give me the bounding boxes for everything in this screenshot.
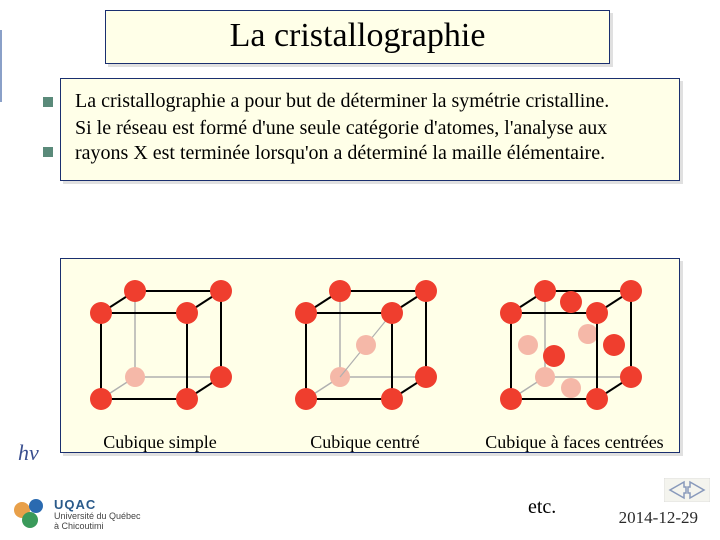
logo-icon (12, 496, 50, 534)
bullet-text: La cristallographie a pour but de déterm… (75, 89, 609, 114)
diagrams-panel (60, 258, 680, 453)
title-box: La cristallographie (105, 10, 610, 64)
bullet-marker-outer (43, 97, 53, 107)
cube-simple (81, 269, 251, 419)
slide-date: 2014-12-29 (619, 508, 698, 528)
logo-main: UQAC (54, 498, 141, 512)
uqac-logo: UQAC Université du Québec à Chicoutimi (12, 496, 141, 534)
bullet-text: Si le réseau est formé d'une seule catég… (75, 116, 665, 166)
caption-simple: Cubique simple (80, 432, 240, 453)
bullet-marker-outer (43, 147, 53, 157)
bullet-item: La cristallographie a pour but de déterm… (75, 89, 665, 114)
cube-body-centered (286, 269, 456, 419)
etc-label: etc. (528, 496, 556, 519)
body-text-panel: La cristallographie a pour but de déterm… (60, 78, 680, 181)
nav-arrows[interactable] (664, 478, 710, 502)
bullet-item: Si le réseau est formé d'une seule catég… (75, 116, 665, 166)
slide-title: La cristallographie (230, 17, 486, 54)
logo-sub2: à Chicoutimi (54, 522, 141, 532)
hv-label: hν (18, 440, 39, 466)
cube-face-centered (491, 269, 661, 419)
logo-text: UQAC Université du Québec à Chicoutimi (54, 498, 141, 532)
side-accent (0, 30, 2, 102)
caption-centre: Cubique centré (290, 432, 440, 453)
caption-faces: Cubique à faces centrées (472, 432, 677, 453)
